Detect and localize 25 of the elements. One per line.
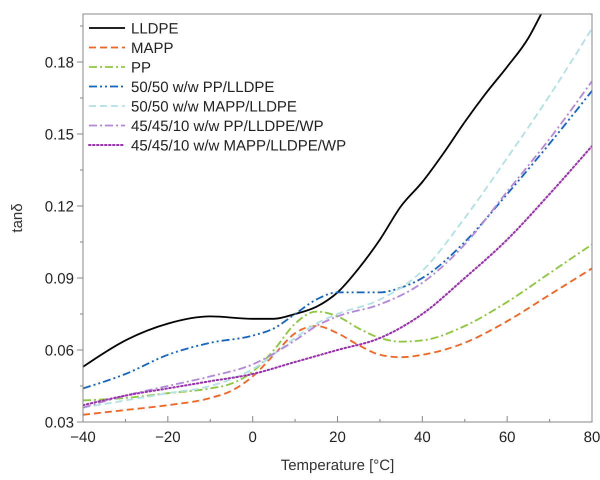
legend-label: LLDPE: [131, 20, 179, 38]
y-tick-label: 0.06: [44, 342, 74, 360]
legend-label: 45/45/10 w/w MAPP/LLDPE/WP: [131, 137, 346, 154]
y-tick-label: 0.09: [44, 270, 74, 288]
legend-label: 50/50 w/w PP/LLDPE: [131, 78, 274, 96]
x-tick-label: −40: [70, 429, 96, 446]
y-tick-label: 0.03: [44, 414, 74, 432]
x-tick-label: 80: [584, 429, 600, 446]
line-series: [83, 268, 592, 416]
x-tick-label: 0: [248, 429, 257, 446]
line-series: [83, 14, 542, 368]
x-tick-label: 60: [498, 429, 516, 446]
y-tick-label: 0.15: [44, 126, 74, 144]
x-tick-label: 20: [329, 429, 346, 446]
y-axis-title: tanδ: [9, 203, 26, 233]
x-axis-title: Temperature [°C]: [280, 457, 394, 474]
legend-label: MAPP: [131, 40, 174, 57]
y-tick-label: 0.18: [44, 54, 74, 72]
x-tick-label: −20: [155, 429, 181, 446]
legend-label: PP: [131, 59, 152, 76]
line-series: [83, 244, 592, 402]
x-tick-label: 40: [414, 429, 431, 446]
legend-label: 50/50 w/w MAPP/LLDPE: [131, 98, 297, 116]
y-tick-label: 0.12: [44, 198, 74, 216]
legend-label: 45/45/10 w/w PP/LLDPE/WP: [131, 118, 324, 135]
